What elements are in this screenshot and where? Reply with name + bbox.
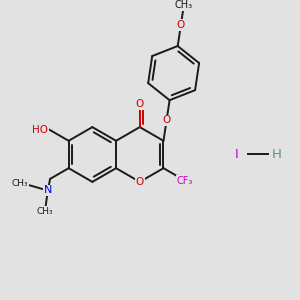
Text: O: O	[162, 116, 171, 125]
Text: CF₃: CF₃	[177, 176, 193, 185]
Text: CH₃: CH₃	[12, 179, 28, 188]
Text: CH₃: CH₃	[175, 0, 193, 11]
Text: H: H	[272, 148, 282, 161]
Text: O: O	[136, 177, 144, 187]
Text: HO: HO	[32, 124, 48, 135]
Text: CH₃: CH₃	[37, 206, 53, 215]
Text: O: O	[136, 99, 144, 109]
Text: N: N	[44, 185, 52, 196]
Text: O: O	[177, 20, 185, 30]
Text: I: I	[235, 148, 238, 161]
